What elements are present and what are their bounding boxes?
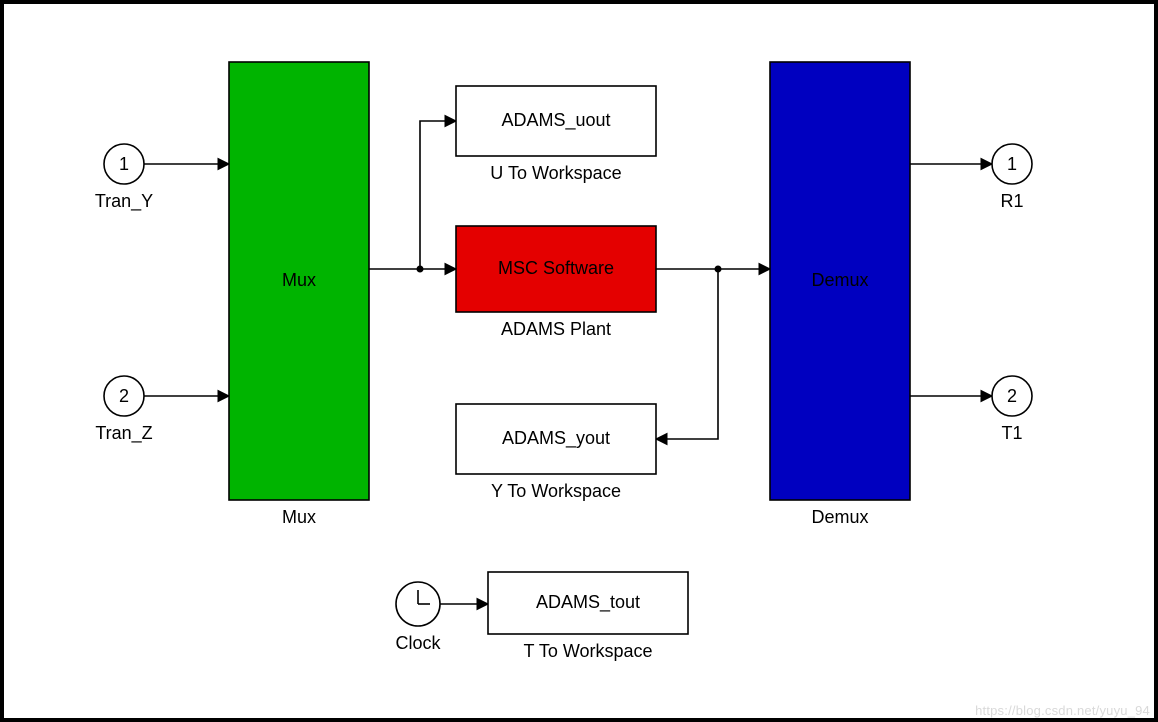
outport-1-number: 1 — [1007, 154, 1017, 174]
t-ws-label: T To Workspace — [523, 641, 652, 661]
watermark: https://blog.csdn.net/yuyu_94 — [975, 703, 1150, 718]
mux-label: Mux — [282, 507, 316, 527]
t-ws-text: ADAMS_tout — [536, 592, 640, 613]
mux-block[interactable]: Mux Mux — [229, 62, 369, 527]
u-ws-label: U To Workspace — [490, 163, 621, 183]
y-ws-text: ADAMS_yout — [502, 428, 610, 449]
inport-1-number: 1 — [119, 154, 129, 174]
demux-label: Demux — [811, 507, 868, 527]
inport-1-label: Tran_Y — [95, 191, 153, 212]
clock-label: Clock — [395, 633, 441, 653]
clock-block[interactable]: Clock — [395, 582, 441, 653]
demux-text: Demux — [811, 270, 868, 290]
outport-2-label: T1 — [1001, 423, 1022, 443]
outport-2-number: 2 — [1007, 386, 1017, 406]
inport-2-label: Tran_Z — [95, 423, 152, 444]
msc-label: ADAMS Plant — [501, 319, 611, 339]
outport-1-label: R1 — [1000, 191, 1023, 211]
mux-text: Mux — [282, 270, 316, 290]
msc-text: MSC Software — [498, 258, 614, 278]
inport-2-number: 2 — [119, 386, 129, 406]
u-ws-text: ADAMS_uout — [501, 110, 610, 131]
y-ws-label: Y To Workspace — [491, 481, 621, 501]
demux-block[interactable]: Demux Demux — [770, 62, 910, 527]
simulink-diagram: 1 Tran_Y 2 Tran_Z Mux Mux ADAMS_uout U T… — [0, 0, 1158, 722]
